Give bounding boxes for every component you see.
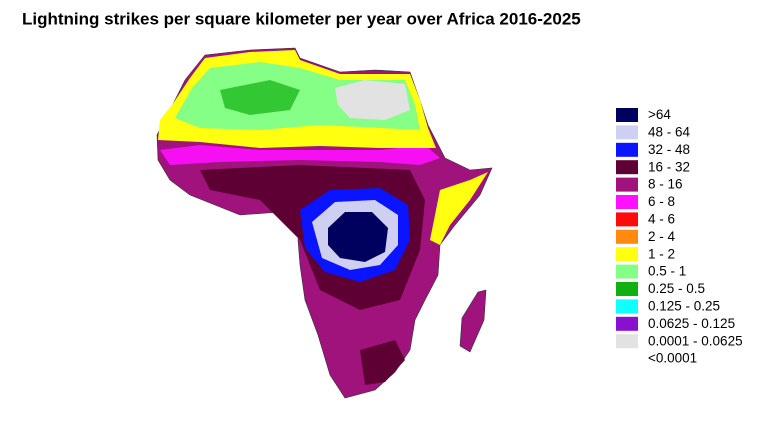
legend-label: <0.0001	[648, 351, 697, 366]
legend-swatch	[616, 334, 638, 349]
legend-swatch	[616, 299, 638, 314]
legend-swatch	[616, 282, 638, 296]
legend-label: 6 - 8	[648, 194, 675, 209]
legend-swatch	[616, 125, 638, 140]
legend-label: 0.25 - 0.5	[648, 281, 705, 296]
congo-core	[328, 212, 388, 262]
legend-swatch	[616, 264, 638, 279]
africa-map	[156, 47, 493, 399]
legend-label: 0.0625 - 0.125	[648, 316, 735, 331]
legend-label: 4 - 6	[648, 211, 675, 226]
legend-swatch	[616, 212, 638, 227]
legend-label: 48 - 64	[648, 124, 691, 139]
sahara-darkgreen	[220, 80, 300, 115]
legend-label: 0.5 - 1	[648, 264, 686, 279]
legend-label: >64	[648, 107, 671, 122]
legend-label: 0.125 - 0.25	[648, 298, 720, 313]
legend-swatch	[616, 229, 638, 244]
legend-label: 2 - 4	[648, 229, 676, 244]
east-horn	[430, 172, 488, 245]
legend: >64 48 - 64 32 - 48 16 - 32 8 - 16 6 - 8 4 - 6…	[616, 107, 743, 366]
legend-swatch	[616, 177, 638, 192]
legend-label: 0.0001 - 0.0625	[648, 333, 743, 348]
legend-label: 1 - 2	[648, 246, 675, 261]
legend-label: 8 - 16	[648, 177, 683, 192]
legend-swatch	[616, 160, 638, 175]
map-title: Lightning strikes per square kilometer p…	[22, 9, 581, 28]
sahel-band	[160, 145, 440, 165]
legend-swatch	[616, 247, 638, 262]
legend-label: 32 - 48	[648, 142, 690, 157]
legend-swatch	[616, 316, 638, 331]
legend-swatch	[616, 195, 638, 209]
legend-swatch	[616, 142, 638, 157]
legend-swatch	[616, 351, 638, 366]
madagascar	[459, 289, 487, 353]
sahara-gray	[335, 80, 410, 120]
legend-swatch	[616, 108, 638, 122]
legend-label: 16 - 32	[648, 159, 690, 174]
southeast-purple	[360, 340, 405, 385]
